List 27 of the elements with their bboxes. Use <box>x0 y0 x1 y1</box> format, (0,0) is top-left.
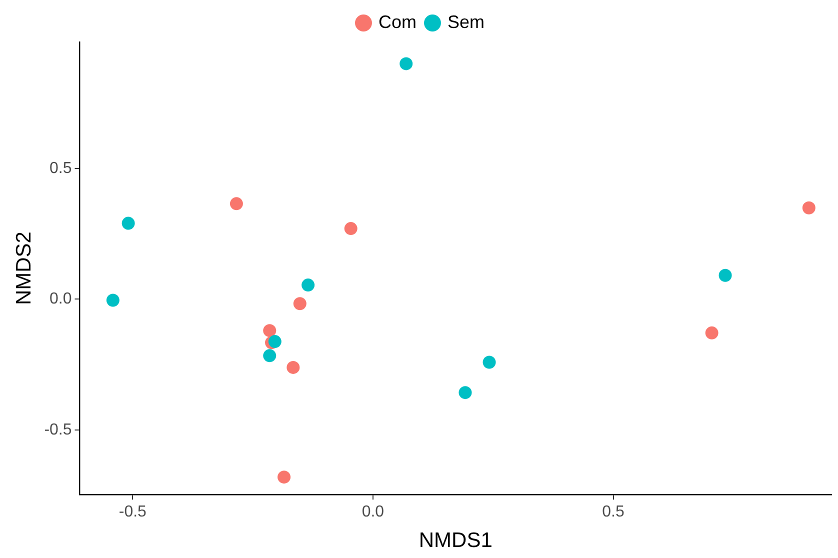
point <box>718 268 732 282</box>
point <box>122 216 135 230</box>
y-tick-label: 0.0 <box>50 290 72 308</box>
y-tick-label: 0.5 <box>50 160 72 177</box>
point <box>293 297 306 310</box>
point <box>802 201 816 214</box>
x-tick-label: -0.5 <box>118 504 147 521</box>
x-tick-label: 0.5 <box>602 504 625 521</box>
point <box>106 294 120 307</box>
point <box>286 360 300 374</box>
y-tick-label: -0.5 <box>44 421 72 438</box>
point <box>268 335 282 348</box>
legend-label: Sem <box>447 12 485 32</box>
x-tick-label: 0.0 <box>362 504 384 521</box>
legend-label: Com <box>378 12 417 32</box>
point <box>230 197 243 210</box>
point <box>400 57 413 70</box>
point <box>458 386 472 400</box>
point <box>482 356 496 369</box>
point <box>263 324 276 338</box>
point <box>705 326 718 340</box>
point <box>344 222 358 236</box>
x-axis-title: NMDS1 <box>418 529 492 552</box>
y-axis-title: NMDS2 <box>12 232 36 306</box>
point <box>263 349 276 362</box>
point <box>302 278 315 292</box>
point <box>278 470 291 484</box>
